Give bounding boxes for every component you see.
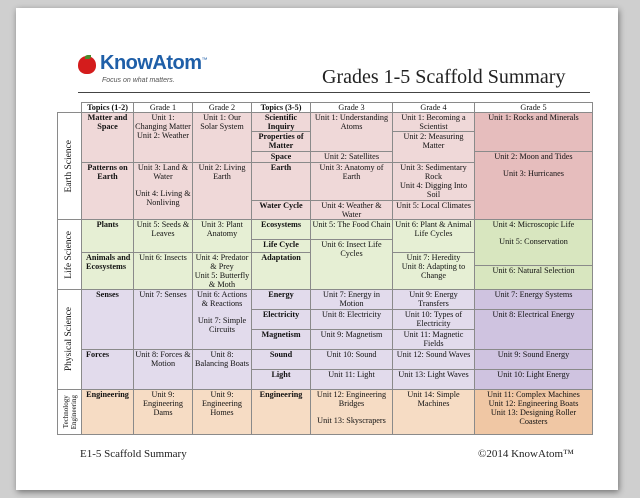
logo-tagline: Focus on what matters. (102, 77, 175, 84)
topic-cell: Energy (251, 289, 311, 310)
unit-cell: Unit 8: Electricity (310, 309, 393, 330)
column-header: Grade 3 (310, 102, 393, 113)
logo-trademark: ™ (201, 57, 208, 64)
unit-cell: Unit 1: Understanding Atoms (310, 112, 393, 152)
unit-cell: Unit 2: Living Earth (192, 162, 252, 220)
unit-cell: Unit 8: Electrical Energy (474, 309, 593, 350)
unit-cell: Unit 8: Balancing Boats (192, 349, 252, 390)
unit-cell: Unit 9: Engineering Homes (192, 389, 252, 435)
logo-name: KnowAtom (100, 52, 202, 74)
topic-cell: Magnetism (251, 329, 311, 350)
unit-cell: Unit 1: Changing Matter Unit 2: Weather (133, 112, 193, 163)
unit-cell: Unit 7: Senses (133, 289, 193, 350)
footer-copyright: ©2014 KnowAtom™ (478, 448, 574, 460)
unit-cell: Unit 2: Satellites (310, 151, 393, 163)
topic-cell: Matter and Space (81, 112, 134, 163)
unit-cell: Unit 3: Anatomy of Earth (310, 162, 393, 201)
unit-cell: Unit 5: Local Climates (392, 200, 475, 220)
topic-cell: Life Cycle (251, 239, 311, 253)
unit-cell: Unit 7: Energy in Motion (310, 289, 393, 310)
topic-cell: Light (251, 369, 311, 390)
unit-cell: Unit 4: Microscopic Life Unit 5: Conserva… (474, 219, 593, 266)
unit-cell: Unit 9: Energy Transfers (392, 289, 475, 310)
unit-cell: Unit 7: Heredity Unit 8: Adapting to Chan… (392, 252, 475, 290)
unit-cell: Unit 6: Insect Life Cycles (310, 239, 393, 290)
unit-cell: Unit 3: Land & Water Unit 4: Living & Non… (133, 162, 193, 220)
unit-cell: Unit 1: Our Solar System (192, 112, 252, 163)
topic-cell: Ecosystems (251, 219, 311, 240)
topic-cell: Scientific Inquiry (251, 112, 311, 132)
unit-cell: Unit 6: Plant & Animal Life Cycles (392, 219, 475, 253)
unit-cell: Unit 9: Sound Energy (474, 349, 593, 370)
column-header: Grade 4 (392, 102, 475, 113)
apple-icon (78, 55, 96, 74)
unit-cell: Unit 13: Light Waves (392, 369, 475, 390)
unit-cell: Unit 10: Light Energy (474, 369, 593, 390)
column-header: Grade 1 (133, 102, 193, 113)
unit-cell: Unit 14: Simple Machines (392, 389, 475, 435)
unit-cell: Unit 11: Light (310, 369, 393, 390)
topic-cell: Sound (251, 349, 311, 370)
topic-cell: Adaptation (251, 252, 311, 290)
column-header: Grade 2 (192, 102, 252, 113)
unit-cell: Unit 1: Rocks and Minerals (474, 112, 593, 152)
unit-cell: Unit 6: Natural Selection (474, 264, 593, 291)
unit-cell: Unit 9: Magnetism (310, 329, 393, 350)
column-header: Topics (3-5) (251, 102, 311, 113)
document-page: KnowAtom™ Focus on what matters. Grades … (16, 8, 618, 490)
unit-cell: Unit 12: Engineering Bridges Unit 13: Sky… (310, 389, 393, 435)
unit-cell: Unit 2: Measuring Matter (392, 131, 475, 163)
topic-cell: Space (251, 151, 311, 163)
header-row: Topics (1-2) Grade 1 Grade 2 Topics (3-5… (57, 102, 593, 113)
unit-cell: Unit 11: Magnetic Fields (392, 329, 475, 350)
unit-cell: Unit 5: Seeds & Leaves (133, 219, 193, 253)
column-header: Grade 5 (474, 102, 593, 113)
topic-cell: Forces (81, 349, 134, 390)
discipline-label-physical: Physical Science (57, 289, 82, 390)
unit-cell: Unit 10: Types of Electricity (392, 309, 475, 330)
unit-cell: Unit 2: Moon and Tides Unit 3: Hurricanes (474, 151, 593, 220)
topic-cell: Patterns on Earth (81, 162, 134, 220)
unit-cell: Unit 3: Sedimentary Rock Unit 4: Digging … (392, 162, 475, 201)
topic-cell: Electricity (251, 309, 311, 330)
unit-cell: Unit 12: Sound Waves (392, 349, 475, 370)
topic-cell: Senses (81, 289, 134, 350)
topic-cell: Water Cycle (251, 200, 311, 220)
unit-cell: Unit 11: Complex Machines Unit 12: Engine… (474, 389, 593, 435)
unit-cell: Unit 1: Becoming a Scientist (392, 112, 475, 132)
topic-cell: Properties of Matter (251, 131, 311, 152)
unit-cell: Unit 4: Predator & Prey Unit 5: Butterfly… (192, 252, 252, 290)
unit-cell: Unit 4: Weather & Water (310, 200, 393, 220)
topic-cell: Engineering (251, 389, 311, 435)
unit-cell: Unit 9: Engineering Dams (133, 389, 193, 435)
footer-document-name: E1-5 Scaffold Summary (80, 448, 187, 460)
page-title: Grades 1-5 Scaffold Summary (322, 66, 566, 88)
discipline-label-life: Life Science (57, 219, 82, 290)
scaffold-summary-table: Topics (1-2) Grade 1 Grade 2 Topics (3-5… (57, 102, 593, 435)
column-header: Topics (1-2) (81, 102, 134, 113)
title-divider (78, 92, 590, 93)
unit-cell: Unit 6: Actions & Reactions Unit 7: Simpl… (192, 289, 252, 350)
unit-cell: Unit 6: Insects (133, 252, 193, 290)
discipline-label-earth: Earth Science (57, 112, 82, 220)
topic-cell: Engineering (81, 389, 134, 435)
unit-cell: Unit 10: Sound (310, 349, 393, 370)
knowatom-logo: KnowAtom™ Focus on what matters. (78, 52, 208, 92)
discipline-label-technology: Technology Engineering (57, 389, 82, 435)
unit-cell: Unit 5: The Food Chain (310, 219, 393, 240)
unit-cell: Unit 8: Forces & Motion (133, 349, 193, 390)
topic-cell: Plants (81, 219, 134, 253)
unit-cell: Unit 3: Plant Anatomy (192, 219, 252, 253)
unit-cell: Unit 7: Energy Systems (474, 289, 593, 310)
topic-cell: Earth (251, 162, 311, 201)
topic-cell: Animals and Ecosystems (81, 252, 134, 290)
